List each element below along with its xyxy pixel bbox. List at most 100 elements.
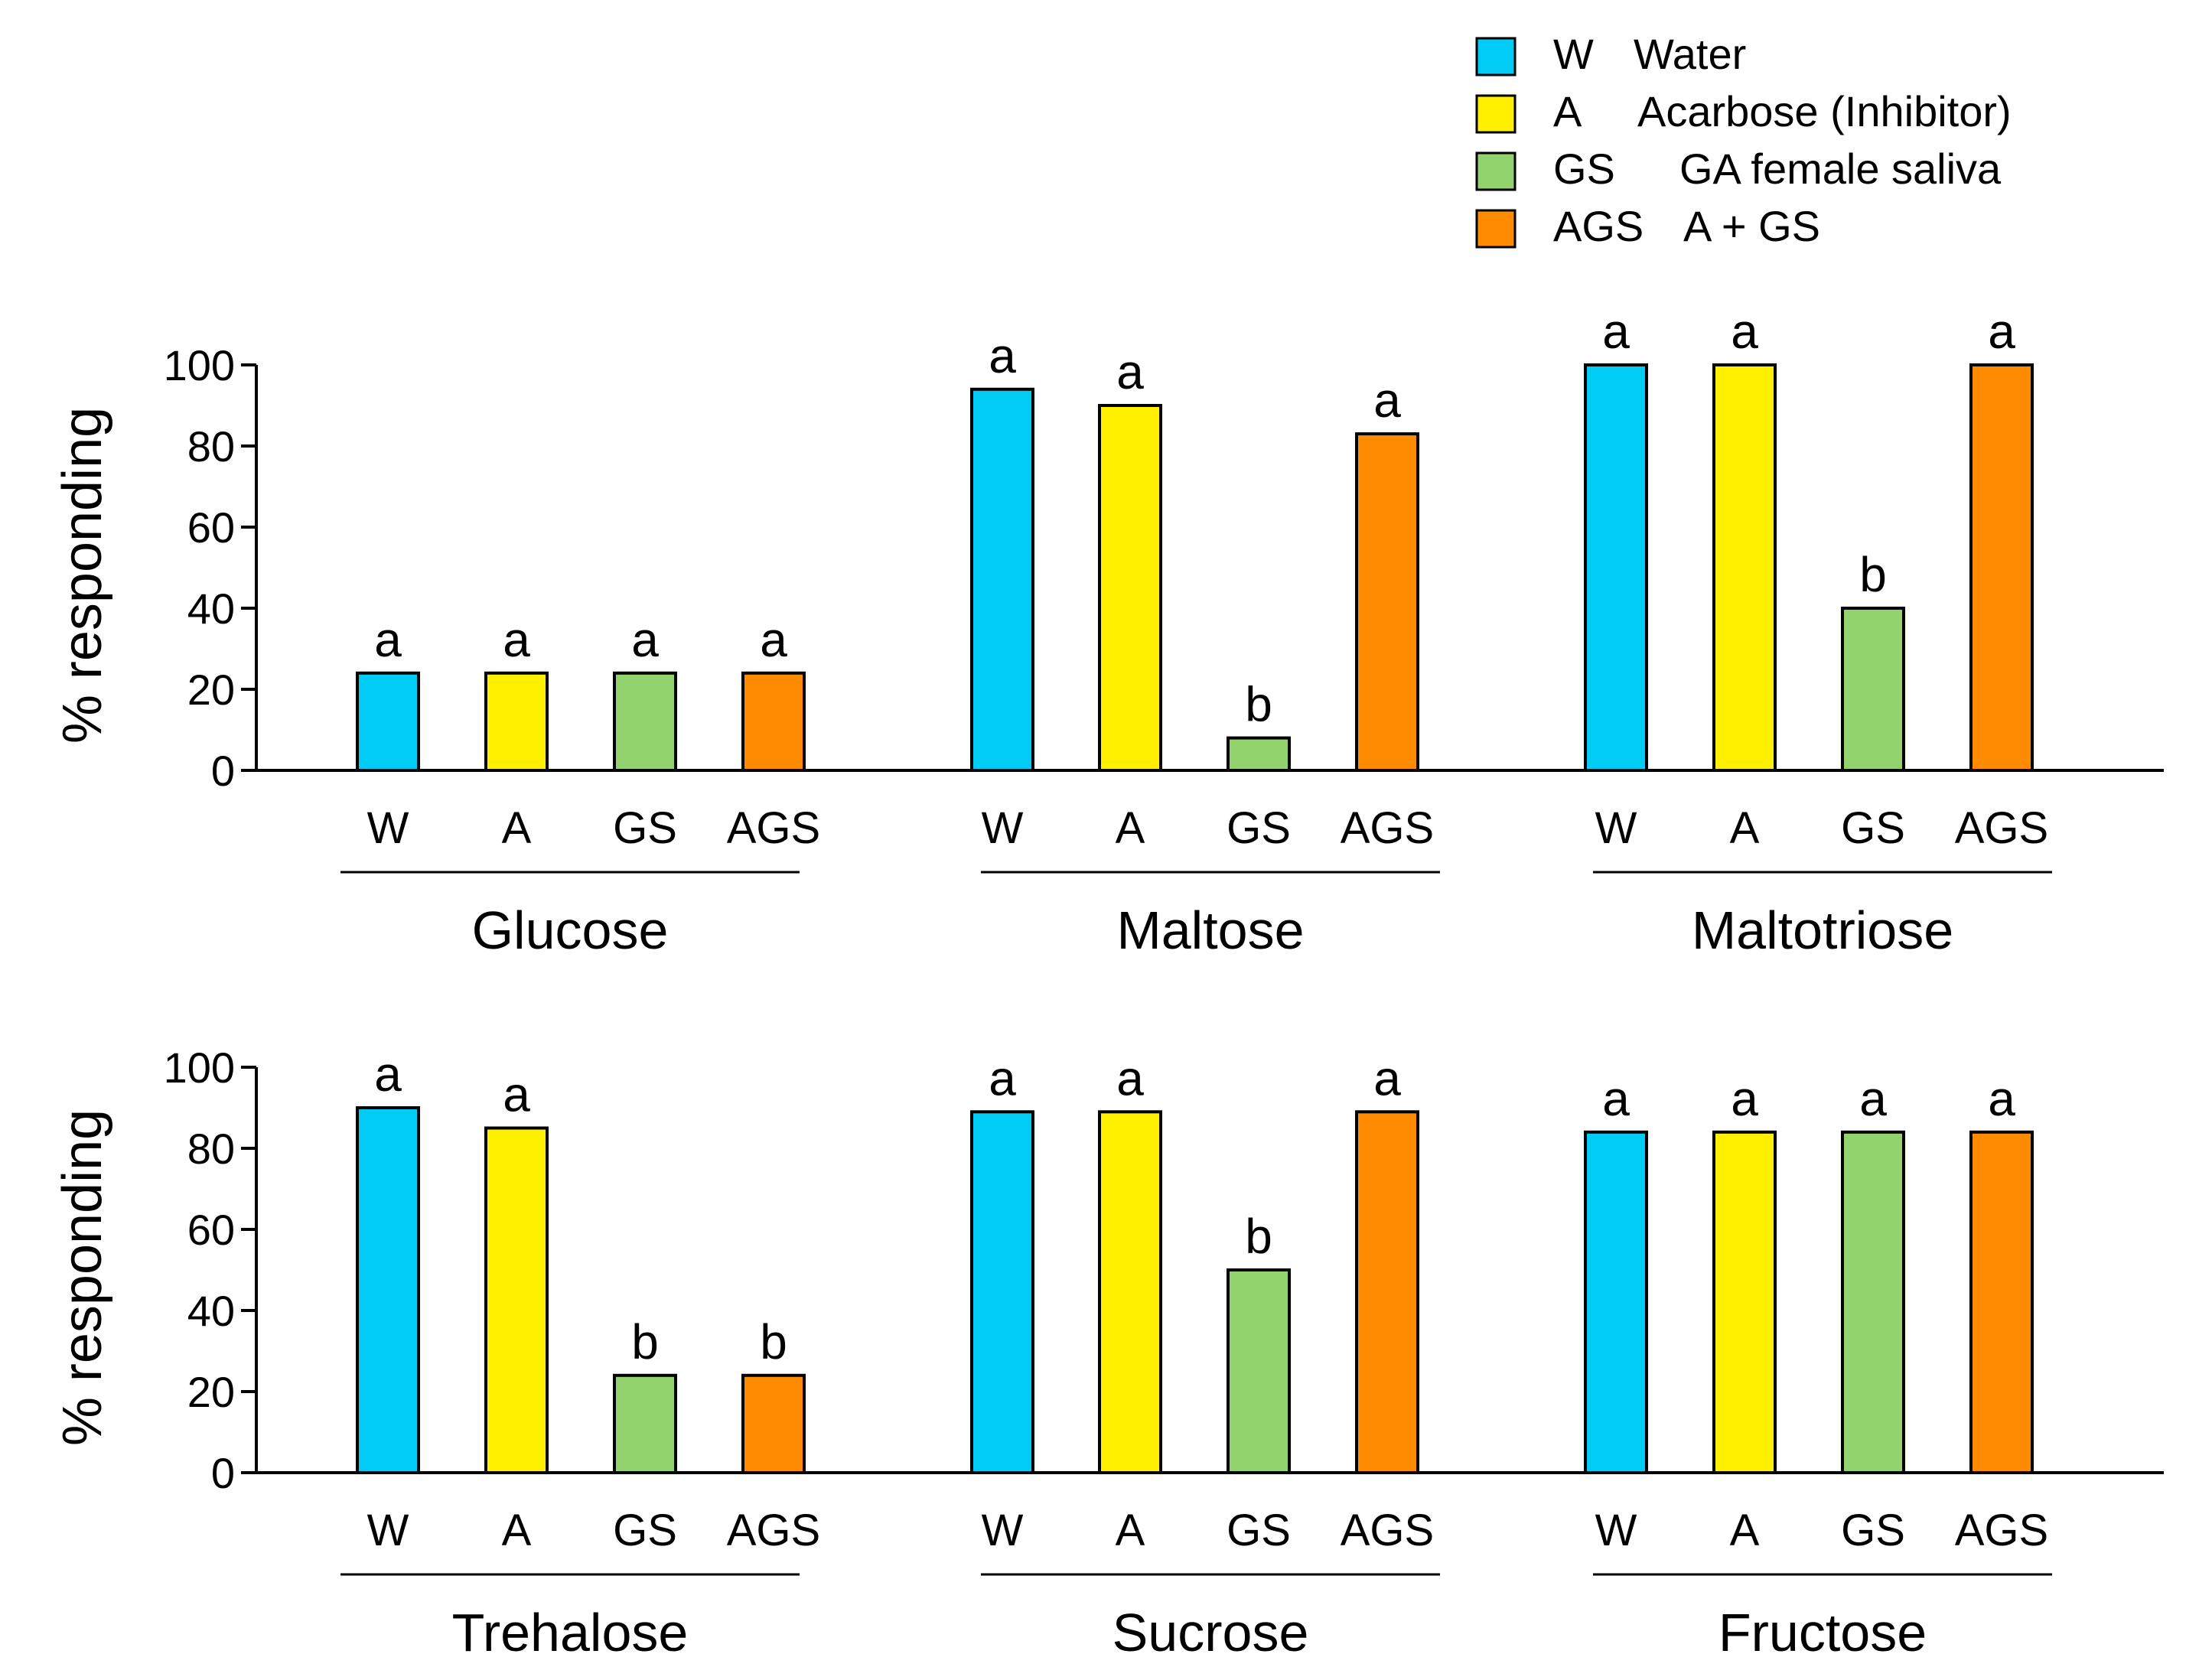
bar-maltotriose-gs <box>1841 607 1905 772</box>
significance-letter: a <box>1116 1050 1144 1105</box>
x-tick-label: A <box>1730 1506 1760 1555</box>
legend-item-a: A Acarbose (Inhibitor) <box>1475 87 2012 135</box>
y-tick-label: 80 <box>187 1125 235 1173</box>
x-tick-label: W <box>982 803 1024 853</box>
significance-letter: a <box>631 612 659 667</box>
significance-letter: a <box>1602 1071 1630 1126</box>
bar-sucrose-ags <box>1355 1110 1419 1475</box>
group-maltose: a Wa Ab GS a AGS Maltose <box>970 328 1440 960</box>
x-tick-label: GS <box>613 1506 677 1555</box>
x-tick-label: A <box>1116 803 1145 853</box>
y-tick-label: 100 <box>164 1043 235 1092</box>
top-panel: % responding020406080100aWaAaGSaAGSGluco… <box>52 304 2164 960</box>
significance-letter: a <box>1988 304 2015 359</box>
significance-letter: a <box>1116 344 1144 399</box>
x-tick-label: W <box>982 1506 1024 1555</box>
significance-letter: a <box>503 612 530 667</box>
x-tick-label: GS <box>1841 1506 1905 1555</box>
bar-fructose-gs <box>1841 1130 1905 1475</box>
significance-letter: a <box>374 612 402 667</box>
y-axis-label: % responding <box>52 1109 113 1446</box>
y-tick-label: 20 <box>187 666 235 714</box>
legend-code: A <box>1553 87 1582 135</box>
significance-letter: a <box>1373 373 1401 428</box>
x-tick-label: W <box>367 1506 409 1555</box>
group-label: Maltotriose <box>1692 900 1953 960</box>
bar-sucrose-gs <box>1227 1268 1291 1474</box>
significance-letter: a <box>760 612 787 667</box>
legend-swatch-w <box>1475 37 1516 77</box>
legend: W Water A Acarbose (Inhibitor) GS GA female s… <box>1475 30 2012 250</box>
legend-code: W <box>1553 30 1594 78</box>
group-fructose: a Wa Aa GS a AGS Fructose <box>1584 1071 2052 1662</box>
significance-letter: a <box>374 1047 402 1102</box>
significance-letter: a <box>503 1067 530 1122</box>
x-tick-label: GS <box>1227 803 1291 853</box>
bar-fructose-ags <box>1969 1130 2034 1475</box>
significance-letter: b <box>1245 1209 1272 1264</box>
x-tick-label: W <box>1595 803 1637 853</box>
significance-letter: b <box>760 1314 787 1369</box>
bar-fructose-w <box>1584 1130 1648 1475</box>
group-label: Trehalose <box>452 1603 689 1662</box>
x-tick-label: GS <box>1841 803 1905 853</box>
group-sucrose: a Wa Ab GS a AGS Sucrose <box>970 1050 1440 1662</box>
group-glucose: a Wa Aa GS a AGS Glucose <box>340 612 820 960</box>
x-tick-label: AGS <box>727 803 821 853</box>
y-tick-label: 20 <box>187 1368 235 1416</box>
bar-trehalose-a <box>484 1126 549 1474</box>
bar-maltose-ags <box>1355 432 1419 772</box>
bar-glucose-a <box>484 671 549 772</box>
y-tick-label: 60 <box>187 1206 235 1254</box>
legend-label: GA female saliva <box>1679 145 2002 193</box>
bar-sucrose-w <box>970 1110 1034 1475</box>
group-trehalose: a Wa Ab GS b AGS Trehalose <box>340 1047 820 1662</box>
bar-fructose-a <box>1712 1130 1777 1475</box>
x-tick-label: AGS <box>1955 803 2049 853</box>
bar-maltose-w <box>970 387 1034 772</box>
bar-trehalose-gs <box>613 1373 677 1475</box>
significance-letter: b <box>1859 547 1887 602</box>
bar-glucose-gs <box>613 671 677 772</box>
legend-item-ags: AGS A + GS <box>1475 202 1820 250</box>
group-label: Maltose <box>1116 900 1304 960</box>
legend-code: AGS <box>1553 202 1644 250</box>
legend-swatch-ags <box>1475 209 1516 249</box>
bar-sucrose-a <box>1098 1110 1162 1475</box>
legend-swatch-a <box>1475 94 1516 134</box>
bar-maltose-gs <box>1227 736 1291 772</box>
significance-letter: b <box>1245 677 1272 732</box>
significance-letter: a <box>1602 304 1630 359</box>
x-tick-label: GS <box>613 803 677 853</box>
x-tick-label: A <box>1116 1506 1145 1555</box>
y-tick-label: 0 <box>211 1449 235 1497</box>
group-label: Glucose <box>472 900 669 960</box>
legend-label: Acarbose (Inhibitor) <box>1637 87 2012 135</box>
x-tick-label: A <box>502 803 532 853</box>
y-tick-label: 100 <box>164 341 235 389</box>
legend-code: GS <box>1553 145 1615 193</box>
bar-maltose-a <box>1098 404 1162 772</box>
significance-letter: a <box>989 328 1016 383</box>
y-tick-label: 60 <box>187 503 235 552</box>
bar-trehalose-ags <box>741 1373 806 1475</box>
x-tick-label: W <box>367 803 409 853</box>
x-tick-label: AGS <box>1955 1506 2049 1555</box>
bar-maltotriose-w <box>1584 363 1648 772</box>
x-tick-label: A <box>502 1506 532 1555</box>
significance-letter: a <box>1731 1071 1758 1126</box>
y-tick-label: 0 <box>211 747 235 795</box>
x-tick-label: AGS <box>1341 803 1435 853</box>
legend-item-gs: GS GA female saliva <box>1475 145 2002 193</box>
group-label: Sucrose <box>1113 1603 1309 1662</box>
x-tick-label: W <box>1595 1506 1637 1555</box>
significance-letter: b <box>631 1314 659 1369</box>
significance-letter: a <box>1373 1050 1401 1105</box>
y-axis-label: % responding <box>52 407 113 744</box>
significance-letter: a <box>1859 1071 1887 1126</box>
x-tick-label: GS <box>1227 1506 1291 1555</box>
legend-item-w: W Water <box>1475 30 1746 78</box>
